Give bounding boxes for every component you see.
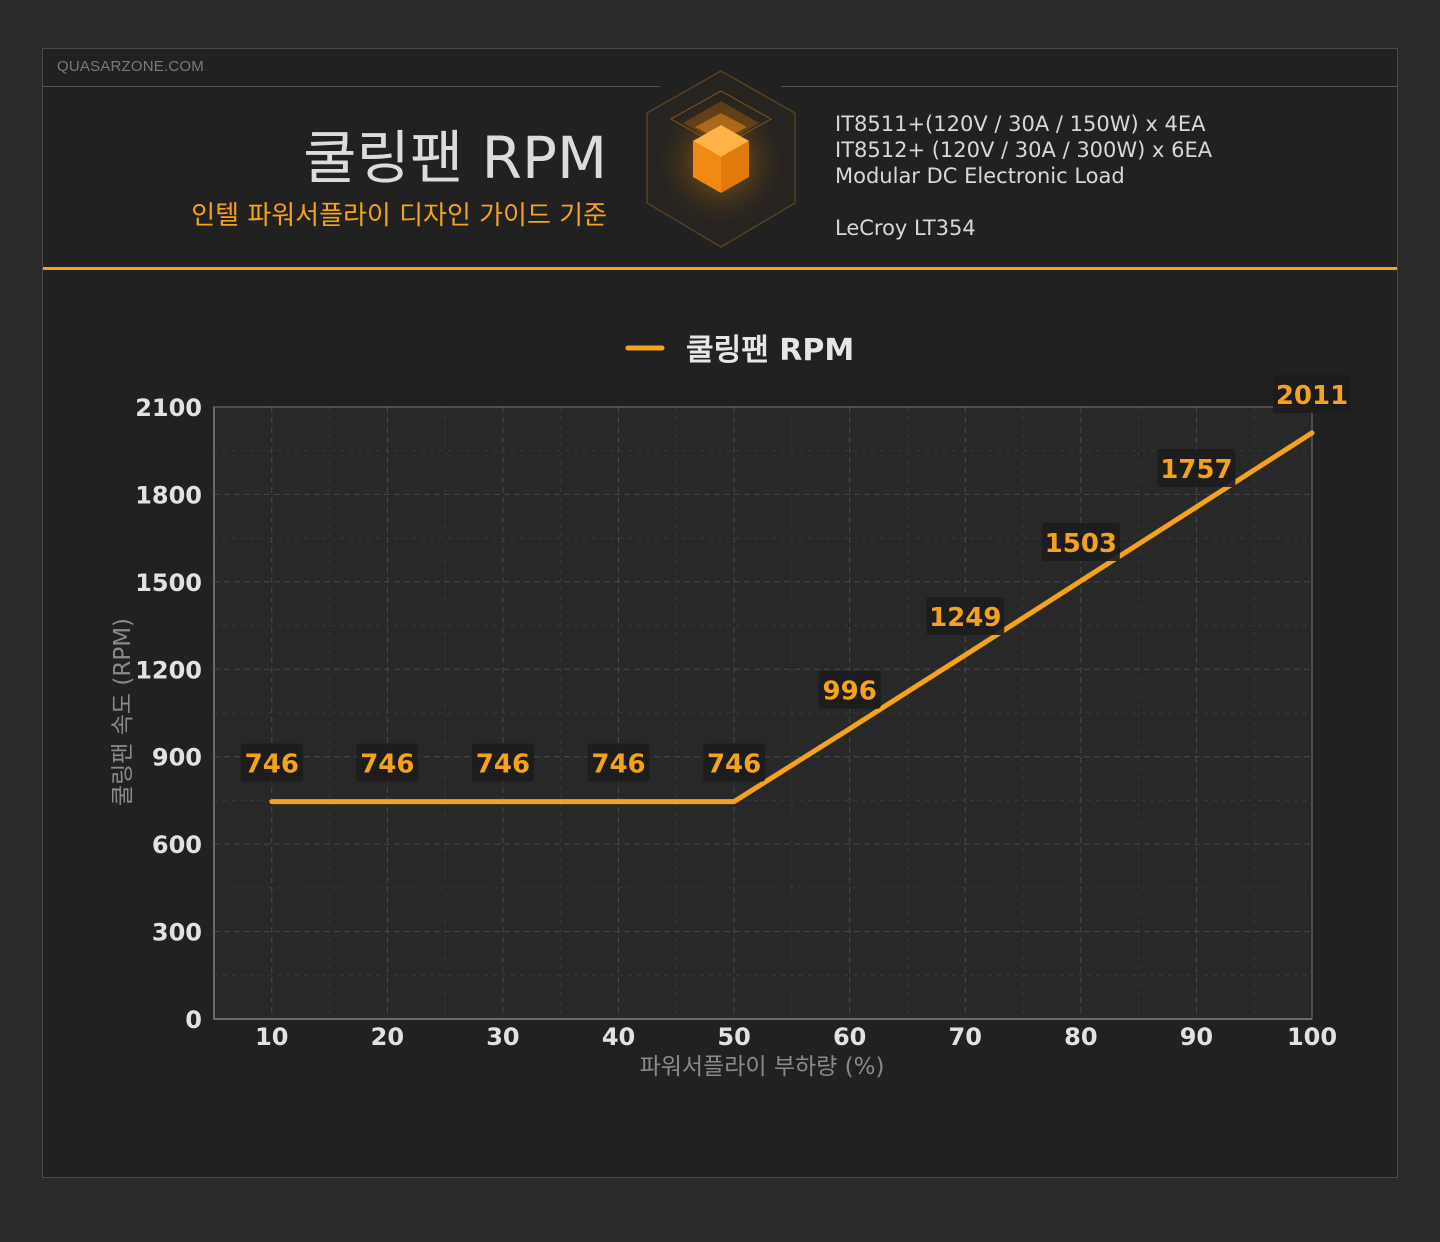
equipment-line-4: LeCroy LT354	[835, 216, 976, 240]
x-tick-label: 30	[486, 1023, 519, 1051]
y-tick-label: 1800	[135, 481, 202, 509]
x-tick-label: 60	[833, 1023, 866, 1051]
data-label-bg	[356, 743, 419, 782]
data-label: 996	[823, 677, 877, 707]
brand-watermark: QUASARZONE.COM	[57, 58, 204, 75]
data-label: 746	[707, 750, 761, 780]
data-label: 1757	[1160, 455, 1232, 485]
y-tick-label: 900	[152, 744, 202, 772]
y-tick-label: 300	[152, 919, 202, 947]
data-label-bg	[471, 743, 534, 782]
header-title: 쿨링팬 RPM	[303, 124, 607, 192]
x-tick-label: 70	[949, 1023, 982, 1051]
data-label-bg	[240, 743, 303, 782]
x-tick-label: 100	[1287, 1023, 1337, 1051]
data-label-bg	[818, 670, 881, 709]
y-axis-title: 쿨링팬 속도 (RPM)	[110, 618, 136, 806]
series-line-cooling-fan-rpm	[269, 430, 1315, 805]
y-tick-labels: 0 300 600 900 1200 1500 1800 2100	[135, 394, 202, 1034]
equipment-line-3: Modular DC Electronic Load	[835, 164, 1125, 188]
x-tick-label: 80	[1064, 1023, 1097, 1051]
y-tick-label: 600	[152, 831, 202, 859]
data-label: 1249	[929, 603, 1001, 633]
equipment-line-2: IT8512+ (120V / 30A / 300W) x 6EA	[835, 138, 1213, 162]
x-tick-label: 90	[1180, 1023, 1213, 1051]
data-label: 746	[245, 750, 299, 780]
data-label-bg	[1157, 448, 1236, 487]
x-tick-label: 10	[255, 1023, 288, 1051]
x-axis-title: 파워서플라이 부하량 (%)	[640, 1054, 885, 1080]
data-label: 2011	[1276, 381, 1348, 411]
header-divider-right	[781, 86, 1398, 87]
data-labels: 746 746 746 746 746 996 1249 1503 1757 2011	[240, 374, 1351, 782]
header-divider-left	[43, 86, 660, 87]
data-label: 1503	[1045, 529, 1117, 559]
y-tick-label: 2100	[135, 394, 202, 422]
data-label-bg	[1041, 522, 1120, 561]
legend-label: 쿨링팬 RPM	[686, 333, 854, 368]
x-tick-label: 50	[717, 1023, 750, 1051]
data-label: 746	[476, 750, 530, 780]
data-label-bg	[926, 597, 1005, 636]
x-tick-label: 20	[371, 1023, 404, 1051]
data-label: 746	[360, 750, 414, 780]
y-tick-label: 1200	[135, 656, 202, 684]
cube-logo-icon	[646, 70, 796, 248]
axes	[213, 406, 1313, 1020]
equipment-line-1: IT8511+(120V / 30A / 150W) x 4EA	[835, 112, 1206, 136]
data-label-bg	[1273, 374, 1351, 413]
y-tick-label: 0	[185, 1006, 202, 1034]
equipment-list: IT8511+(120V / 30A / 150W) x 4EA IT8512+…	[835, 111, 1212, 241]
data-label: 746	[591, 750, 645, 780]
y-tick-label: 1500	[135, 569, 202, 597]
x-tick-labels: 10 20 30 40 50 60 70 80 90 100	[255, 1023, 1337, 1051]
data-label-bg	[703, 743, 766, 782]
header-subtitle: 인텔 파워서플라이 디자인 가이드 기준	[191, 201, 607, 231]
data-label-bg	[587, 743, 650, 782]
header-accent-rule	[43, 267, 1397, 270]
x-tick-label: 40	[602, 1023, 635, 1051]
